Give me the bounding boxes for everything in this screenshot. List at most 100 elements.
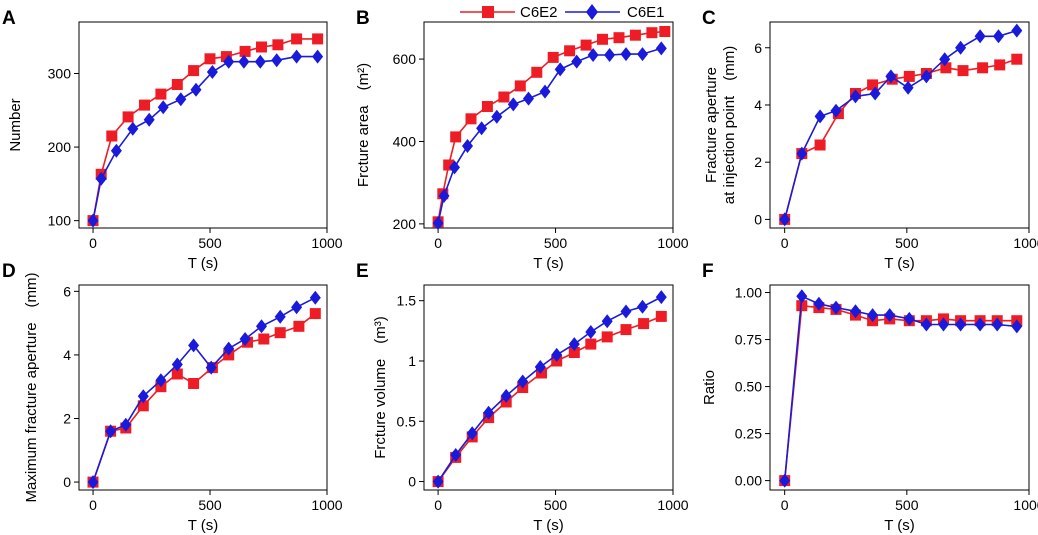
panel-d-xtick-label: 1000 bbox=[311, 497, 342, 513]
panel-d-c6e2-point bbox=[293, 320, 305, 332]
panel-f-c6e1-point bbox=[884, 308, 896, 323]
panel-e-c6e1-point bbox=[637, 299, 648, 314]
panel-f-c6e1-point bbox=[974, 317, 986, 332]
panel-e-c6e2-point bbox=[638, 318, 650, 330]
panel-e-c6e2-point bbox=[536, 367, 547, 379]
panel-d-c6e1-point bbox=[171, 357, 183, 372]
panel-d-xtick-label: 0 bbox=[89, 497, 97, 513]
panel-b-c6e2-point bbox=[514, 80, 526, 92]
panel-b-c6e2-point bbox=[531, 66, 543, 78]
panel-b-c6e2-point bbox=[450, 131, 462, 143]
panel-a-ytick-label: 300 bbox=[48, 66, 72, 82]
panel-e-ytick-label: 1.5 bbox=[397, 293, 417, 309]
panel-c-ytick-label: 6 bbox=[754, 40, 762, 56]
panel-d-c6e1-point bbox=[188, 338, 200, 353]
panel-e-xtick-label: 0 bbox=[434, 497, 442, 513]
panel-c-xtick-label: 1000 bbox=[1013, 235, 1038, 251]
panel-f-ytick-label: 1.00 bbox=[735, 285, 762, 301]
panel-e-c6e1-point bbox=[450, 448, 462, 462]
panel-f-ytick-label: 0.25 bbox=[735, 426, 762, 442]
panel-a-c6e1-point bbox=[206, 65, 218, 79]
panel-b-ylabel: Frcture area (m²) bbox=[355, 63, 372, 187]
panel-a-c6e2-point bbox=[139, 99, 150, 111]
panel-b-c6e2-point bbox=[659, 26, 671, 37]
panel-c-c6e1-point bbox=[1011, 23, 1023, 38]
panel-b-c6e2-point bbox=[613, 32, 625, 44]
panel-b-c6e1-point bbox=[587, 48, 599, 62]
panel-d-c6e1-point bbox=[120, 417, 132, 432]
panel-c-c6e2-point bbox=[814, 139, 826, 151]
panel-f-letter: F bbox=[702, 261, 714, 282]
panel-b-c6e2-point bbox=[481, 101, 493, 112]
panel-e-xtick-label: 500 bbox=[544, 497, 568, 513]
panel-a-c6e2-point bbox=[106, 130, 118, 142]
panel-b-c6e2-point bbox=[629, 29, 641, 41]
panel-b-c6e2-point bbox=[465, 113, 477, 125]
panel-a-c6e2-point bbox=[122, 111, 134, 123]
panel-a-c6e1-point bbox=[175, 92, 187, 107]
panel-e-c6e2-line bbox=[437, 315, 662, 483]
panel-b-c6e1-point bbox=[491, 109, 503, 124]
panel-b-c6e1-point bbox=[438, 188, 450, 203]
panel-c-c6e1-line bbox=[783, 29, 1018, 220]
panel-c-c6e2-point bbox=[994, 59, 1006, 71]
panel-b-c6e2-point bbox=[580, 39, 592, 51]
panel-d-c6e1-point bbox=[274, 309, 286, 324]
panel-c-c6e2-point bbox=[867, 79, 879, 91]
panel-c-c6e1-point bbox=[974, 29, 986, 44]
panel-b-xtick-label: 500 bbox=[544, 235, 568, 251]
panel-b-c6e1-point bbox=[449, 160, 460, 175]
panel-e-c6e1-point bbox=[585, 325, 597, 339]
panel-d-c6e1-point bbox=[137, 389, 149, 404]
panel-c-c6e1-point bbox=[779, 212, 791, 227]
panel-c-c6e1-point bbox=[869, 86, 881, 101]
panel-e-ytick-label: 1 bbox=[408, 353, 416, 369]
panel-b-c6e1-point bbox=[637, 47, 648, 62]
panel-e-c6e1-point bbox=[551, 347, 563, 362]
panel-a-c6e2-point bbox=[256, 41, 267, 53]
panel-d-c6e2-point bbox=[274, 327, 286, 339]
panel-b-ytick-label: 600 bbox=[393, 51, 417, 67]
panel-f-ytick-label: 0.50 bbox=[735, 379, 762, 395]
panel-d-c6e2-point bbox=[171, 368, 183, 380]
panel-a: A 0 500 1000 100 200 300 T (s) Number bbox=[2, 8, 343, 272]
panel-b-c6e1-point bbox=[554, 62, 566, 77]
panel-c-c6e2-point bbox=[940, 62, 952, 74]
panel-e-c6e2-point bbox=[601, 331, 613, 343]
panel-d-c6e2-line bbox=[92, 312, 316, 483]
panel-c-c6e2-point bbox=[957, 65, 969, 77]
panel-d-c6e1-point bbox=[155, 373, 167, 388]
panel-d-c6e2-point bbox=[137, 400, 149, 412]
panel-c-c6e1-point bbox=[830, 103, 842, 118]
panel-c-c6e1-point bbox=[796, 146, 808, 161]
legend-marker-c6e1 bbox=[586, 4, 598, 20]
panel-e-c6e1-point bbox=[483, 405, 495, 420]
panel-a-c6e2-point bbox=[272, 39, 284, 51]
panel-d-xtick-label: 500 bbox=[198, 497, 222, 513]
panel-c-c6e1-point bbox=[885, 69, 897, 84]
panel-a-c6e1-point bbox=[157, 100, 169, 115]
panel-b-c6e1-point bbox=[462, 139, 473, 153]
panel-a-c6e1-point bbox=[254, 54, 266, 69]
panel-f-ylabel: Ratio bbox=[701, 370, 718, 405]
panel-b-c6e1-point bbox=[620, 47, 632, 62]
panel-a-c6e1-point bbox=[143, 112, 155, 127]
panel-d-c6e1-point bbox=[105, 424, 117, 439]
panel-d-c6e2-point bbox=[188, 378, 200, 389]
panel-b-c6e1-point bbox=[523, 91, 534, 106]
panel-d-xlabel: T (s) bbox=[188, 517, 219, 534]
panel-d-c6e1-point bbox=[291, 300, 303, 315]
panel-e-c6e2-point bbox=[620, 324, 632, 336]
panel-f-c6e2-point bbox=[796, 300, 808, 312]
panel-c-c6e1-point bbox=[850, 89, 861, 104]
panel-d-ytick-label: 2 bbox=[63, 410, 71, 426]
panel-f-c6e1-point bbox=[903, 311, 915, 326]
panel-d-letter: D bbox=[2, 261, 16, 282]
panel-c-c6e1-point bbox=[993, 29, 1004, 44]
panel-b-c6e2-point bbox=[498, 91, 510, 103]
panel-d-c6e1-point bbox=[205, 360, 217, 375]
panel-f-c6e1-point bbox=[867, 308, 879, 323]
panel-c-c6e1-point bbox=[939, 52, 951, 67]
